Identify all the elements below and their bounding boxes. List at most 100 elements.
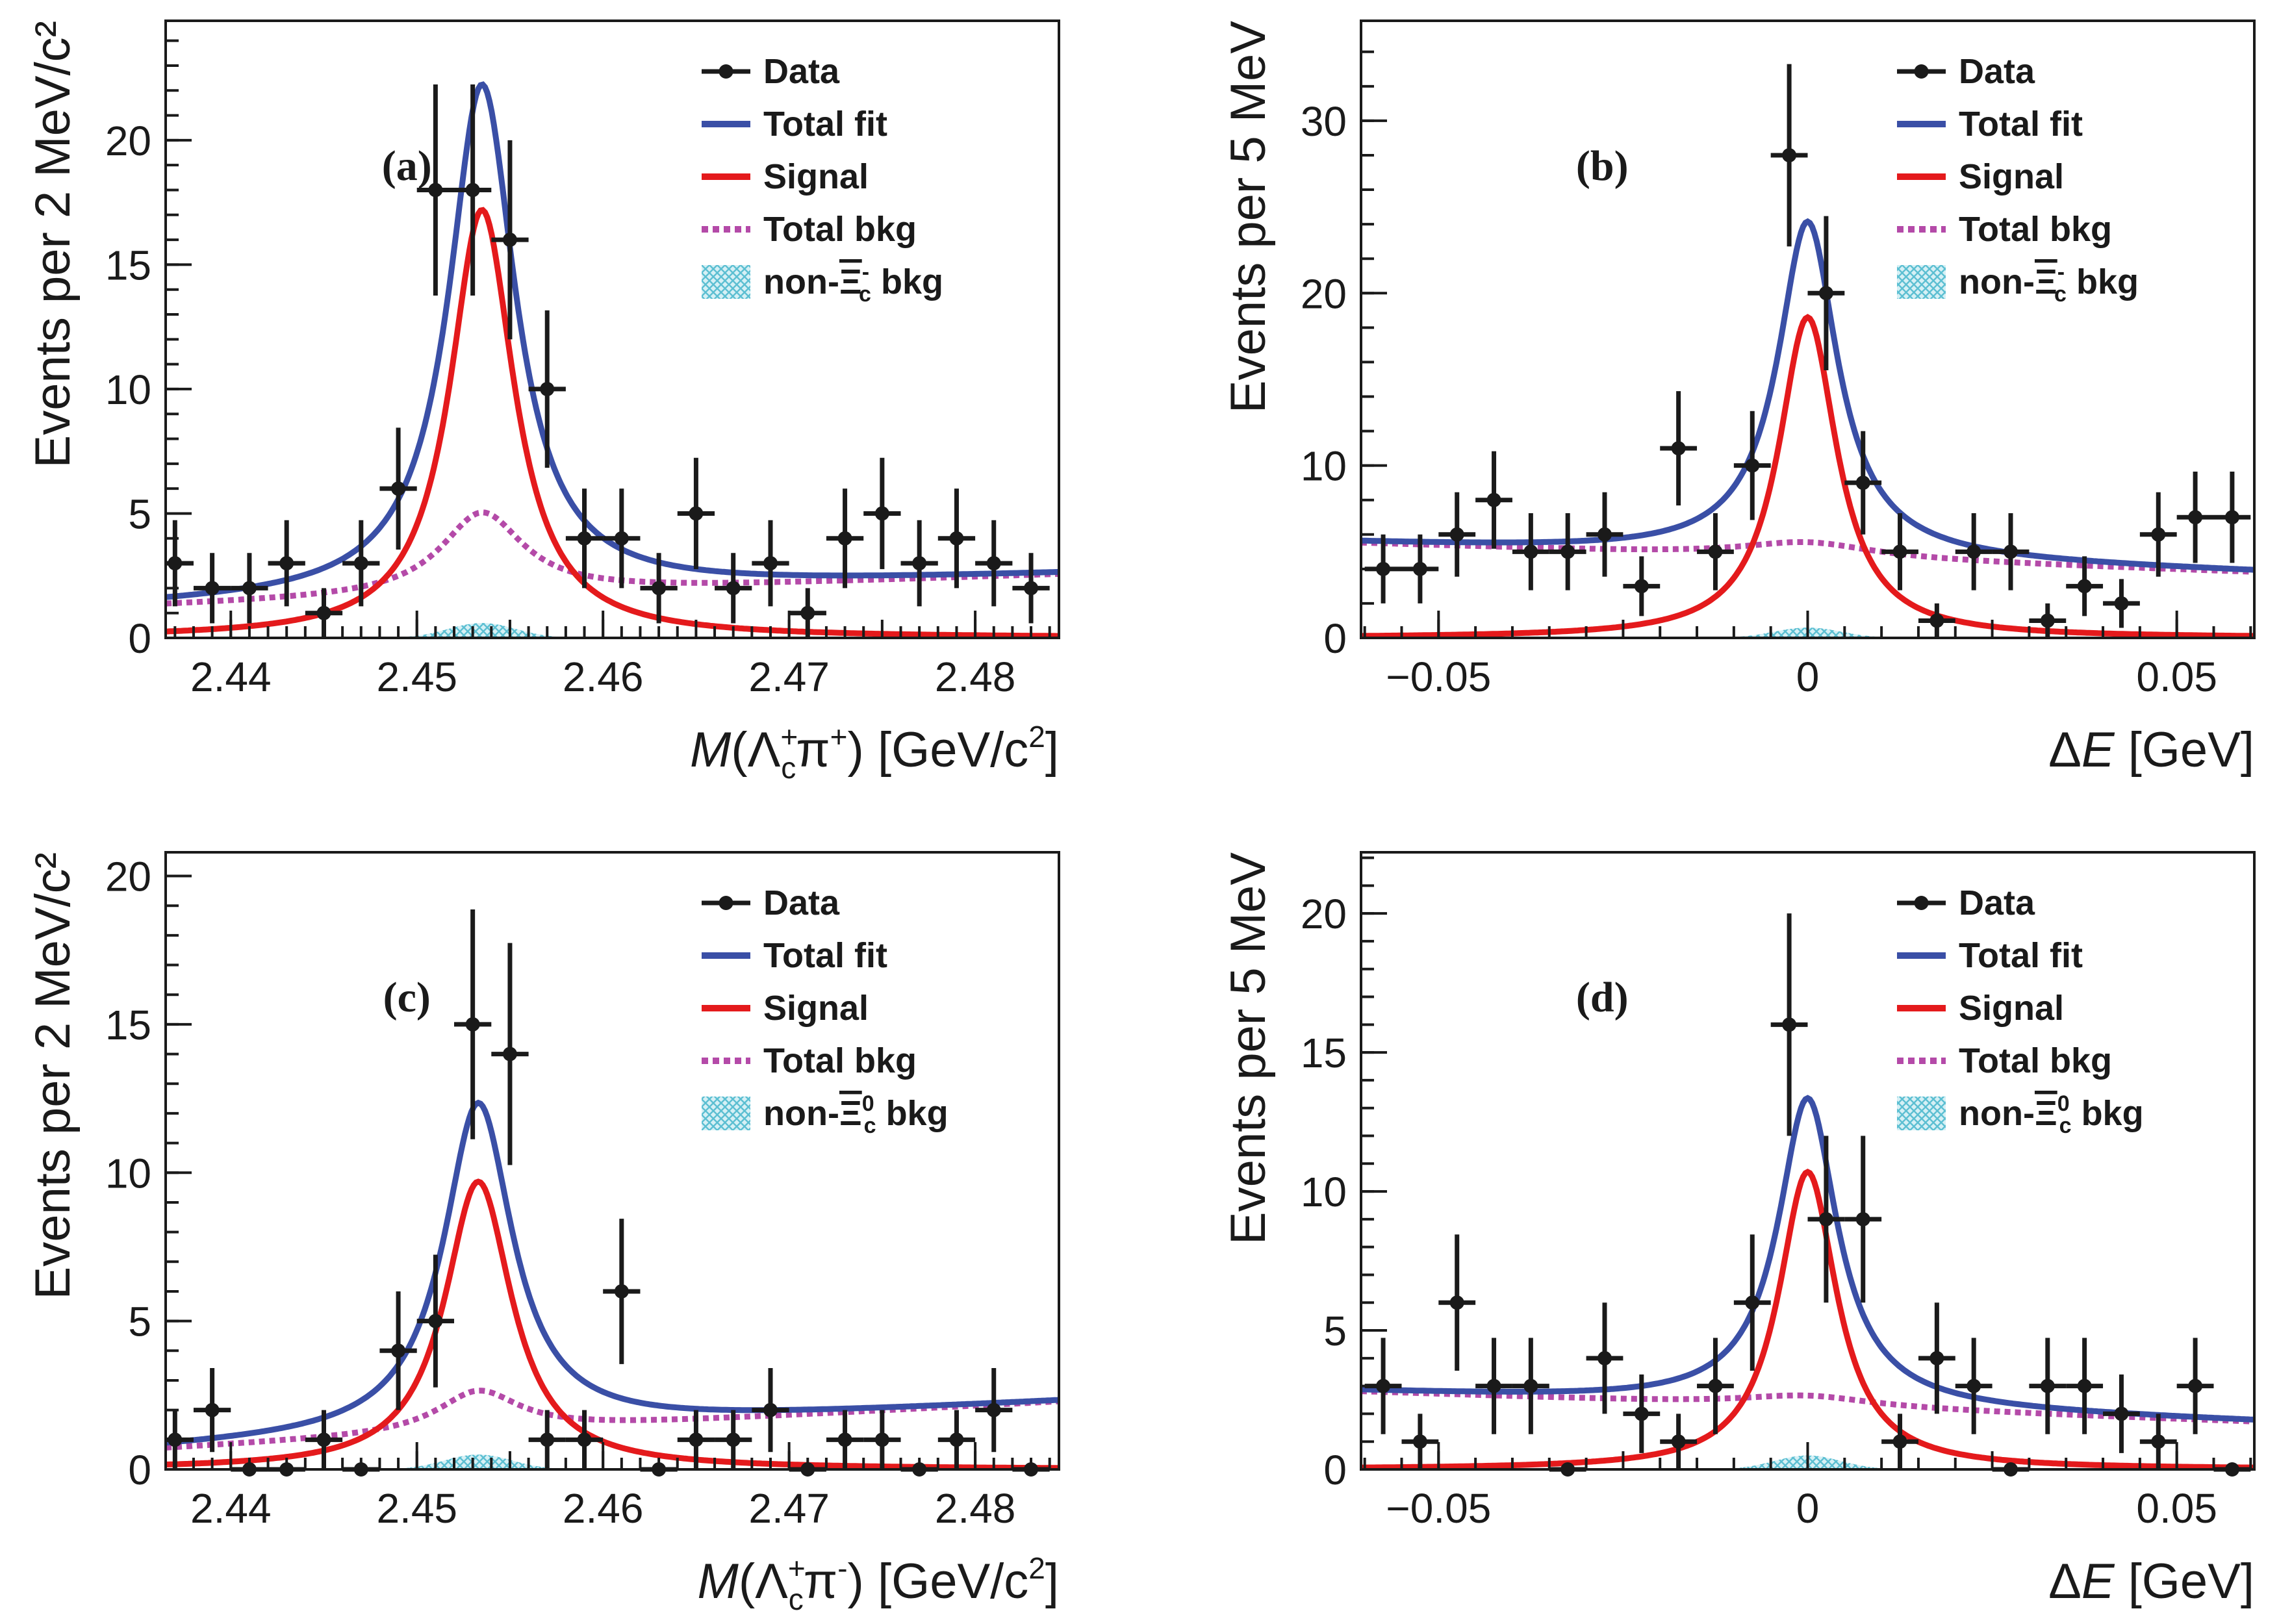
data-marker	[1967, 544, 1981, 559]
data-marker	[949, 1432, 964, 1447]
panel-tag: (a)	[382, 142, 432, 190]
x-tick-label: −0.05	[1386, 1485, 1491, 1532]
legend-non-xic-swatch	[1897, 1097, 1946, 1130]
y-axis-label: Events per 2 MeV/c²	[25, 852, 81, 1300]
data-marker	[1892, 1434, 1907, 1449]
legend-data-marker	[719, 896, 733, 910]
x-tick-label: 2.44	[190, 653, 272, 700]
data-marker	[2114, 1406, 2129, 1421]
data-marker	[1745, 458, 1760, 473]
data-marker	[1892, 544, 1907, 559]
data-point	[640, 553, 678, 624]
data-point	[2066, 556, 2104, 616]
x-tick-label: 0	[1796, 653, 1820, 700]
chart-panel: 0 5 10 15 20 −0.05 0 0.05 Events per 5 MeV ΔE [Ge…	[1221, 851, 2256, 1609]
data-marker	[1855, 1212, 1870, 1226]
data-marker	[1449, 1295, 1464, 1310]
data-marker	[1486, 492, 1501, 507]
legend-label: Data	[763, 52, 840, 91]
x-tick-label: 0.05	[2136, 1485, 2217, 1532]
data-marker	[1598, 1351, 1612, 1365]
data-points	[1364, 64, 2251, 638]
panel-tag: (c)	[383, 974, 431, 1021]
data-point	[379, 1291, 417, 1410]
legend-label: non-Ξ-c bkg	[1959, 260, 2139, 307]
data-marker	[279, 556, 294, 571]
data-marker	[1782, 147, 1797, 162]
legend-data-marker	[1914, 64, 1929, 79]
data-marker	[614, 531, 629, 546]
data-point	[715, 553, 752, 624]
x-tick-label: 0.05	[2136, 653, 2217, 700]
data-point	[1401, 1414, 1439, 1469]
data-point	[416, 1254, 455, 1388]
legend: Data Total fit Signal Total bkg non-Ξ0 c bkg	[1897, 883, 2144, 1138]
legend-label: Total fit	[763, 936, 887, 975]
legend-label: Signal	[1959, 157, 2064, 196]
data-point	[1918, 1302, 1955, 1414]
data-marker	[1929, 613, 1944, 628]
data-point	[454, 84, 492, 296]
x-tick-label: 2.44	[190, 1485, 272, 1532]
x-tick-label: −0.05	[1386, 653, 1491, 700]
chart-panel: 0 5 10 15 20 2.44 2.45 2.46 2.47 2.48 Events per 2…	[25, 19, 1060, 785]
curves-group	[166, 81, 1059, 638]
y-tick-label: 20	[105, 118, 151, 164]
total-fit-curve	[166, 1099, 1059, 1446]
y-tick-label: 10	[105, 366, 151, 413]
y-tick-label: 10	[1301, 443, 1347, 490]
plot-frame	[164, 851, 1060, 1471]
y-tick-label: 5	[128, 490, 151, 537]
data-point	[342, 520, 380, 607]
legend-label: Total fit	[1959, 936, 2083, 975]
y-axis: 0 5 10 15 20	[105, 39, 192, 662]
data-marker	[205, 581, 220, 596]
data-marker	[874, 1432, 889, 1447]
data-marker	[2224, 510, 2239, 525]
total-bkg-curve	[1361, 1388, 2254, 1425]
y-tick-label: 0	[1323, 1447, 1347, 1493]
signal-curve	[1361, 1169, 2254, 1469]
data-point	[2103, 579, 2140, 628]
data-point	[379, 427, 417, 550]
data-point	[1733, 1234, 1771, 1371]
legend: Data Total fit Signal Total bkg non-Ξ0 c bkg	[702, 883, 949, 1138]
data-points	[166, 84, 1050, 638]
data-point	[193, 1368, 231, 1453]
data-marker	[800, 605, 815, 620]
data-point	[1475, 451, 1512, 549]
legend-label: Total bkg	[763, 1041, 917, 1080]
data-marker	[1708, 1378, 1723, 1393]
legend-label: Total bkg	[1959, 210, 2112, 249]
data-marker	[242, 581, 257, 596]
data-point	[528, 310, 566, 468]
x-axis-label: ΔE [GeV]	[2048, 722, 2254, 778]
data-point	[1660, 1414, 1698, 1469]
y-tick-label: 15	[105, 242, 151, 288]
data-point	[1012, 553, 1050, 624]
data-point	[1844, 1136, 1882, 1303]
data-point	[1438, 1234, 1476, 1371]
data-point	[193, 553, 231, 624]
panel-tag: (d)	[1576, 974, 1629, 1021]
data-marker	[465, 1017, 480, 1032]
data-point	[752, 520, 789, 607]
data-point	[454, 909, 492, 1139]
data-point	[1512, 1338, 1549, 1434]
data-marker	[353, 556, 368, 571]
data-marker	[2188, 510, 2203, 525]
legend-data-marker	[1914, 896, 1929, 910]
data-marker	[837, 1432, 852, 1447]
x-tick-label: 2.45	[376, 1485, 457, 1532]
y-tick-label: 5	[128, 1299, 151, 1345]
data-point	[975, 1368, 1013, 1453]
data-point	[2029, 603, 2067, 638]
data-marker	[465, 183, 480, 197]
data-point	[1881, 513, 1918, 590]
x-tick-label: 2.46	[563, 1485, 644, 1532]
x-axis: −0.05 0 0.05	[1363, 611, 2252, 700]
data-marker	[874, 506, 889, 521]
data-marker	[1376, 1378, 1391, 1393]
data-marker	[1376, 561, 1391, 576]
legend-label: Data	[1959, 52, 2035, 91]
